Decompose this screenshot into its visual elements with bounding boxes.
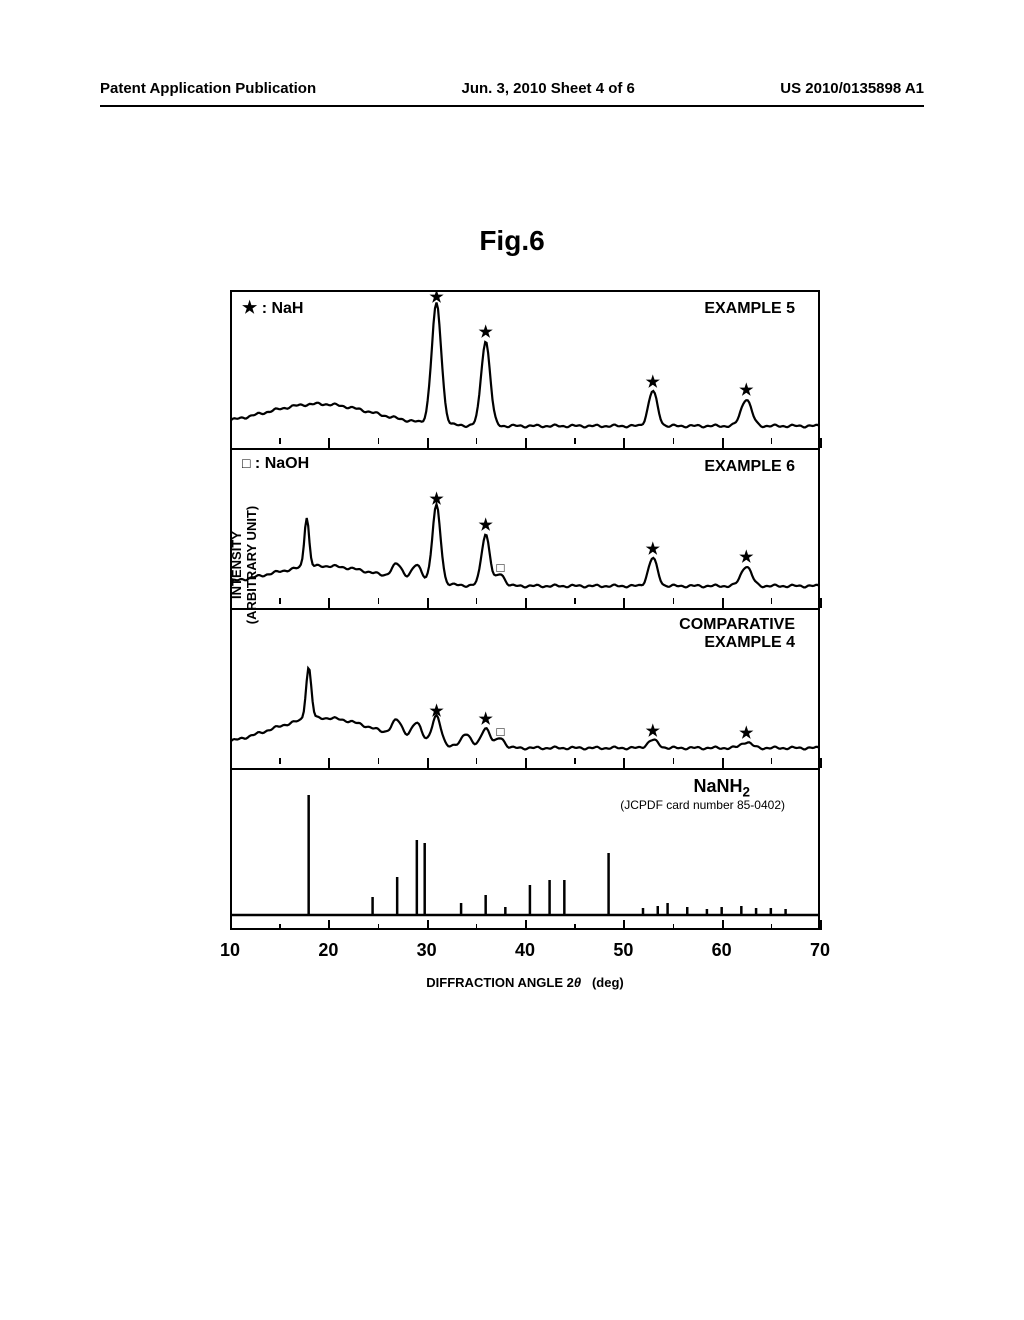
header-center: Jun. 3, 2010 Sheet 4 of 6 [461,80,634,97]
page-header: Patent Application Publication Jun. 3, 2… [0,80,1024,97]
panel-4-label: NaNH2 [693,776,750,800]
figure-title: Fig.6 [0,225,1024,257]
svg-text:★: ★ [739,549,754,566]
ticks [230,758,820,770]
ticks [230,598,820,610]
svg-text:□: □ [496,724,504,739]
xrd-chart: INTENSITY (ARBITRARY UNIT) ★★★★ ★ : NaH … [230,290,820,930]
ticks [230,438,820,450]
star-icon: ★ [242,298,257,317]
header-right: US 2010/0135898 A1 [780,80,924,97]
panel-example-5: ★ ★ ★ ★ ★ : NaH EXAMPLE 5 [230,290,820,450]
panel-2-label: EXAMPLE 6 [704,458,795,476]
svg-text:★: ★ [646,374,661,391]
legend-nah: ★ : NaH [242,298,303,318]
svg-text:★: ★ [739,725,754,742]
panel-1-label: EXAMPLE 5 [704,300,795,318]
x-axis-label: DIFFRACTION ANGLE 2θ (deg) [230,975,820,990]
panel-3-label-1: COMPARATIVE [679,616,795,634]
panel-3-label-2: EXAMPLE 4 [704,634,795,652]
panel-comparative-4: ★★★★□ COMPARATIVE EXAMPLE 4 [230,610,820,770]
x-tick-labels: 10203040506070 [230,940,820,960]
header-rule [100,105,924,107]
svg-text:★: ★ [646,541,661,558]
svg-text:★: ★ [478,517,493,534]
svg-text:★: ★ [739,382,754,399]
svg-text:★: ★ [429,290,444,306]
svg-text:★: ★ [646,723,661,740]
panel-4-sublabel: (JCPDF card number 85-0402) [620,798,785,812]
header-left: Patent Application Publication [100,80,316,97]
svg-text:★: ★ [478,324,493,341]
legend-naoh: □ : NaOH [242,455,309,473]
svg-text:★: ★ [478,711,493,728]
ticks [230,918,820,930]
svg-text:□: □ [496,560,504,575]
svg-text:★: ★ [429,703,444,720]
panel-reference: NaNH2 (JCPDF card number 85-0402) [230,770,820,930]
svg-text:★: ★ [429,491,444,508]
panel-example-6: ★ ★ ★ ★ □ □ : NaOH EXAMPLE 6 [230,450,820,610]
